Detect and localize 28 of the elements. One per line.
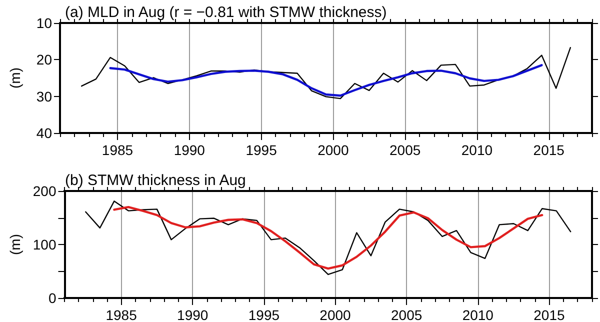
x-tick-label: 2000 [320, 307, 352, 322]
y-tick-label: 0 [48, 290, 56, 306]
y-tick-label: 30 [36, 88, 52, 104]
line-series [85, 200, 572, 276]
x-tick-label: 2000 [318, 142, 349, 158]
line-series [109, 64, 543, 97]
x-tick-label: 1995 [246, 142, 278, 158]
x-tick-label: 2010 [462, 307, 494, 322]
y-axis-title: (m) [7, 68, 23, 88]
x-tick-label: 1985 [106, 307, 138, 322]
y-tick-label: 200 [32, 183, 56, 199]
line-series [113, 206, 544, 270]
x-tick-label: 1995 [248, 307, 280, 322]
x-tick-label: 2015 [533, 142, 565, 158]
x-tick-label: 1990 [177, 307, 208, 322]
x-tick-label: 2005 [391, 307, 422, 322]
x-tick-label: 2010 [461, 142, 493, 158]
x-tick-label: 2015 [534, 307, 565, 322]
y-axis-title: (m) [7, 234, 23, 255]
x-tick-label: 1985 [102, 142, 134, 158]
x-tick-label: 2005 [390, 142, 421, 158]
x-tick-label: 1990 [174, 142, 206, 158]
y-tick-label: 20 [36, 52, 52, 68]
chart-title: (b) STMW thickness in Aug [65, 172, 246, 189]
chart-title: (a) MLD in Aug (r = −0.81 with STMW thickness) [65, 4, 387, 21]
y-tick-label: 40 [36, 125, 52, 141]
y-tick-label: 100 [32, 236, 56, 252]
y-tick-label: 10 [36, 15, 52, 31]
